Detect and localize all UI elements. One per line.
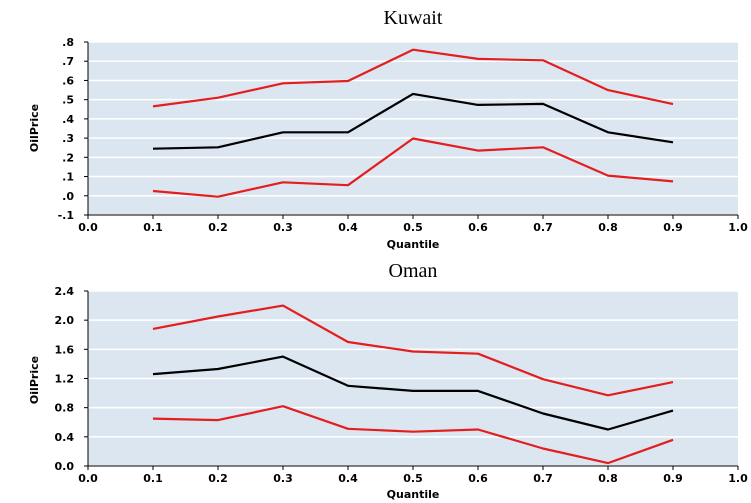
chart-oman: Oman OilPrice Quantile 0.0 0.4 0.8 1.2 1.6 2.… xyxy=(28,260,748,501)
x-tick-label: 0.7 xyxy=(533,472,553,485)
plot-background xyxy=(88,42,738,215)
y-tick-label: 0.4 xyxy=(55,431,75,444)
y-tick-label: .3 xyxy=(62,132,74,145)
x-tick-label: 0.3 xyxy=(273,221,293,234)
x-tick-label: 0.4 xyxy=(338,221,358,234)
plot-area: -.1 .0 .1 .2 .3 .4 .5 .6 .7 .8 0.0 0.1 0.2 0.3 0.4 0.5 0… xyxy=(58,36,748,234)
x-tick-label: 0.9 xyxy=(663,472,683,485)
y-tick-label: .7 xyxy=(62,55,74,68)
x-tick-label: 0.5 xyxy=(403,221,423,234)
y-tick-label: 2.0 xyxy=(55,314,75,327)
x-tick-label: 0.7 xyxy=(533,221,553,234)
x-axis-label: Quantile xyxy=(387,238,440,251)
x-tick-label: 1.0 xyxy=(728,472,748,485)
x-tick-label: 0.8 xyxy=(598,472,618,485)
chart-title: Kuwait xyxy=(384,7,443,29)
x-tick-label: 0.9 xyxy=(663,221,683,234)
x-tick-label: 0.6 xyxy=(468,221,488,234)
y-tick-label: -.1 xyxy=(58,209,74,222)
chart-kuwait: Kuwait OilPrice Quantile -.1 .0 .1 .2 .3 .4 .5… xyxy=(28,7,748,251)
y-tick-label: 0.8 xyxy=(55,402,75,415)
x-tick-label: 0.1 xyxy=(143,221,163,234)
y-tick-label: .5 xyxy=(62,94,74,107)
x-tick-label: 0.5 xyxy=(403,472,423,485)
chart-title: Oman xyxy=(389,260,438,282)
y-tick-label: .1 xyxy=(62,171,74,184)
x-tick-label: 0.3 xyxy=(273,472,293,485)
y-tick-label: 1.2 xyxy=(55,373,75,386)
y-tick-label: .0 xyxy=(62,190,74,203)
x-tick-label: 1.0 xyxy=(728,221,748,234)
y-tick-label: .8 xyxy=(62,36,74,49)
x-tick-label: 0.2 xyxy=(208,221,228,234)
y-tick-label: 0.0 xyxy=(55,460,75,473)
y-tick-label: .6 xyxy=(62,74,74,87)
plot-area: 0.0 0.4 0.8 1.2 1.6 2.0 2.4 0.0 0.1 0.2 0.3 0.4 0.5 0… xyxy=(55,285,749,485)
x-tick-label: 0.4 xyxy=(338,472,358,485)
y-tick-label: .2 xyxy=(62,151,74,164)
x-tick-label: 0.0 xyxy=(78,472,98,485)
y-tick-label: 1.6 xyxy=(55,343,75,356)
x-tick-label: 0.0 xyxy=(78,221,98,234)
x-tick-label: 0.8 xyxy=(598,221,618,234)
y-tick-label: 2.4 xyxy=(55,285,75,298)
x-axis-label: Quantile xyxy=(387,488,440,501)
y-axis-label: OilPrice xyxy=(28,104,41,152)
x-tick-label: 0.2 xyxy=(208,472,228,485)
y-axis-label: OilPrice xyxy=(28,356,41,404)
x-tick-label: 0.6 xyxy=(468,472,488,485)
y-tick-label: .4 xyxy=(62,113,74,126)
x-tick-label: 0.1 xyxy=(143,472,163,485)
